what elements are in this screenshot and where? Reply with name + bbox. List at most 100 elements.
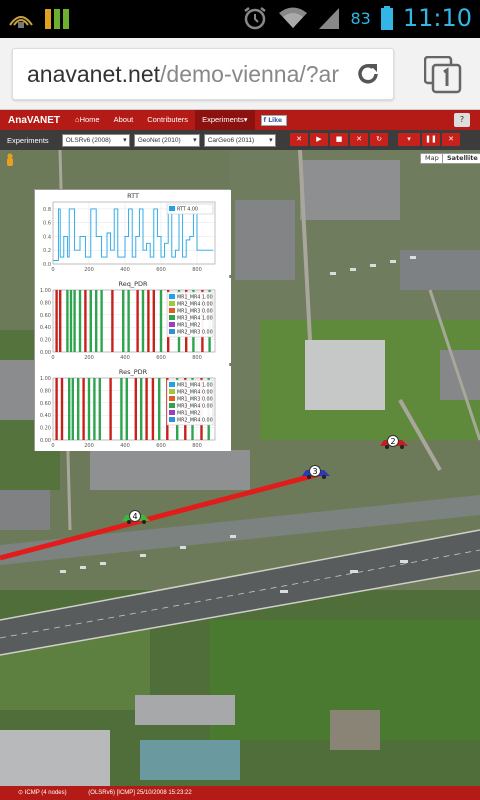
- pause-icon: ❚❚: [425, 135, 437, 143]
- pdr-bar: [147, 290, 150, 352]
- bottom-status-bar: ⊙ ICMP (4 nodes) (OLSRv6) [ICMP] 25/10/2…: [0, 786, 480, 800]
- pdr-bar: [158, 378, 161, 440]
- legend-swatch: [169, 389, 175, 394]
- map-type-satellite[interactable]: Satellite: [442, 153, 480, 164]
- url-host: anavanet.net: [27, 61, 161, 87]
- step-button[interactable]: ✕: [350, 133, 368, 146]
- y-tick-label: 0.2: [43, 248, 51, 254]
- pdr-bar: [66, 290, 69, 352]
- plot-frame: [52, 201, 216, 265]
- nav-home[interactable]: ⌂Home: [68, 110, 107, 130]
- status-bar: 83 11:10: [0, 0, 480, 38]
- pdr-bar: [73, 290, 76, 352]
- legend-label: MR3_MR4 0.00: [177, 404, 213, 410]
- legend-label: MR1_MR3 0.00: [177, 397, 213, 403]
- battery-percent: 83: [350, 8, 371, 28]
- y-tick-label: 0.20: [40, 426, 51, 432]
- y-tick-label: 0.80: [40, 388, 51, 394]
- node-count: ICMP (4 nodes): [24, 790, 67, 796]
- pdr-bar: [109, 378, 112, 440]
- nav-about[interactable]: About: [113, 115, 134, 124]
- legend-swatch: [169, 308, 175, 313]
- map-type-map[interactable]: Map: [420, 153, 444, 164]
- select-geonet[interactable]: GeoNet (2010): [133, 133, 200, 147]
- legend-swatch: [169, 301, 175, 306]
- chart-title: Res_PDR: [119, 368, 148, 376]
- select-olsrv6[interactable]: OLSRv6 (2008): [61, 133, 130, 147]
- plot-frame: [52, 289, 216, 353]
- x-tick-label: 200: [84, 355, 94, 361]
- x-tick-label: 800: [192, 355, 202, 361]
- pdr-bar: [68, 378, 71, 440]
- url-text[interactable]: anavanet.net/demo-vienna/?ar: [27, 61, 347, 88]
- map-imagery[interactable]: [0, 150, 480, 790]
- wifi-signal-app-icon: [9, 16, 33, 28]
- help-button[interactable]: ?: [454, 113, 470, 127]
- satellite-map[interactable]: 2 3 4 Map: [0, 150, 480, 790]
- pause-button[interactable]: ❚❚: [422, 133, 440, 146]
- pdr-bar: [93, 378, 96, 440]
- brand-logo[interactable]: AnaVANET: [8, 114, 61, 126]
- nav-experiments-label: Experiments: [202, 115, 244, 124]
- experiments-label: Experiments: [7, 135, 49, 145]
- facebook-like-button[interactable]: f Like: [260, 114, 287, 126]
- legend-swatch: [169, 294, 175, 299]
- vehicle-marker-3[interactable]: 3: [300, 465, 332, 479]
- like-label: Like: [268, 116, 283, 124]
- pdr-bar: [120, 378, 123, 440]
- pdr-bar: [140, 378, 143, 440]
- legend-swatch: [169, 396, 175, 401]
- chart-title: RTT: [127, 192, 139, 200]
- select-cargeo6[interactable]: CarGeo6 (2011): [203, 133, 276, 147]
- x-tick-label: 400: [120, 355, 130, 361]
- legend-label: RTT 4.00: [177, 207, 198, 213]
- refresh-button[interactable]: ↻: [370, 133, 388, 146]
- pdr-bar: [136, 290, 139, 352]
- web-page: 2 3 4 Map: [0, 110, 480, 800]
- nav-experiments[interactable]: Experiments▾: [195, 110, 255, 130]
- stop-icon: ■: [335, 135, 343, 143]
- cell-signal-icon: [319, 8, 340, 29]
- close-icon: ✕: [448, 135, 454, 143]
- pdr-bar: [127, 290, 130, 352]
- pdr-bar: [134, 378, 137, 440]
- pdr-bar: [60, 378, 64, 440]
- legend-swatch: [169, 315, 175, 320]
- legend-swatch: [169, 417, 175, 422]
- x-tick-label: 0: [51, 267, 54, 273]
- legend-label: MR2_MR3 0.00: [177, 330, 213, 336]
- pdr-bar: [122, 290, 125, 352]
- legend-swatch: [169, 403, 175, 408]
- y-tick-label: 0.00: [40, 350, 51, 356]
- close-button[interactable]: ✕: [442, 133, 460, 146]
- legend-label: MR2_MR4 0.00: [177, 418, 213, 424]
- stop-button[interactable]: ■: [330, 133, 348, 146]
- pdr-bar: [159, 290, 163, 352]
- clock: 11:10: [402, 4, 472, 32]
- pdr-bar: [151, 378, 155, 440]
- legend-swatch: [169, 382, 175, 387]
- omnibox[interactable]: anavanet.net/demo-vienna/?ar: [12, 48, 394, 100]
- pdr-bar: [84, 290, 87, 352]
- chart-options-button[interactable]: ▾: [398, 133, 420, 146]
- y-tick-label: 0.20: [40, 338, 51, 344]
- x-tick-label: 600: [156, 267, 166, 273]
- vehicle-marker-2[interactable]: 2: [378, 435, 410, 449]
- pdr-bar: [55, 290, 58, 352]
- street-view-pegman-icon[interactable]: [5, 153, 15, 167]
- play-button[interactable]: ▶: [310, 133, 328, 146]
- x-tick-label: 400: [120, 267, 130, 273]
- legend-swatch: [169, 329, 175, 334]
- reload-icon[interactable]: [353, 59, 383, 89]
- vehicle-marker-4[interactable]: 4: [120, 510, 152, 524]
- y-tick-label: 0.8: [43, 207, 51, 213]
- legend-swatch: [169, 322, 175, 327]
- url-path: /demo-vienna/?ar: [160, 61, 340, 87]
- y-tick-label: 0.60: [40, 401, 51, 407]
- tab-switcher-icon[interactable]: [424, 56, 462, 94]
- caret-down-icon: ▾: [243, 115, 248, 124]
- experiment-status: (OLSRv6) [ICMP] 25/10/2008 15:23:22: [88, 790, 192, 796]
- nav-contributers[interactable]: Contributers: [147, 115, 189, 124]
- rewind-button[interactable]: ✕: [290, 133, 308, 146]
